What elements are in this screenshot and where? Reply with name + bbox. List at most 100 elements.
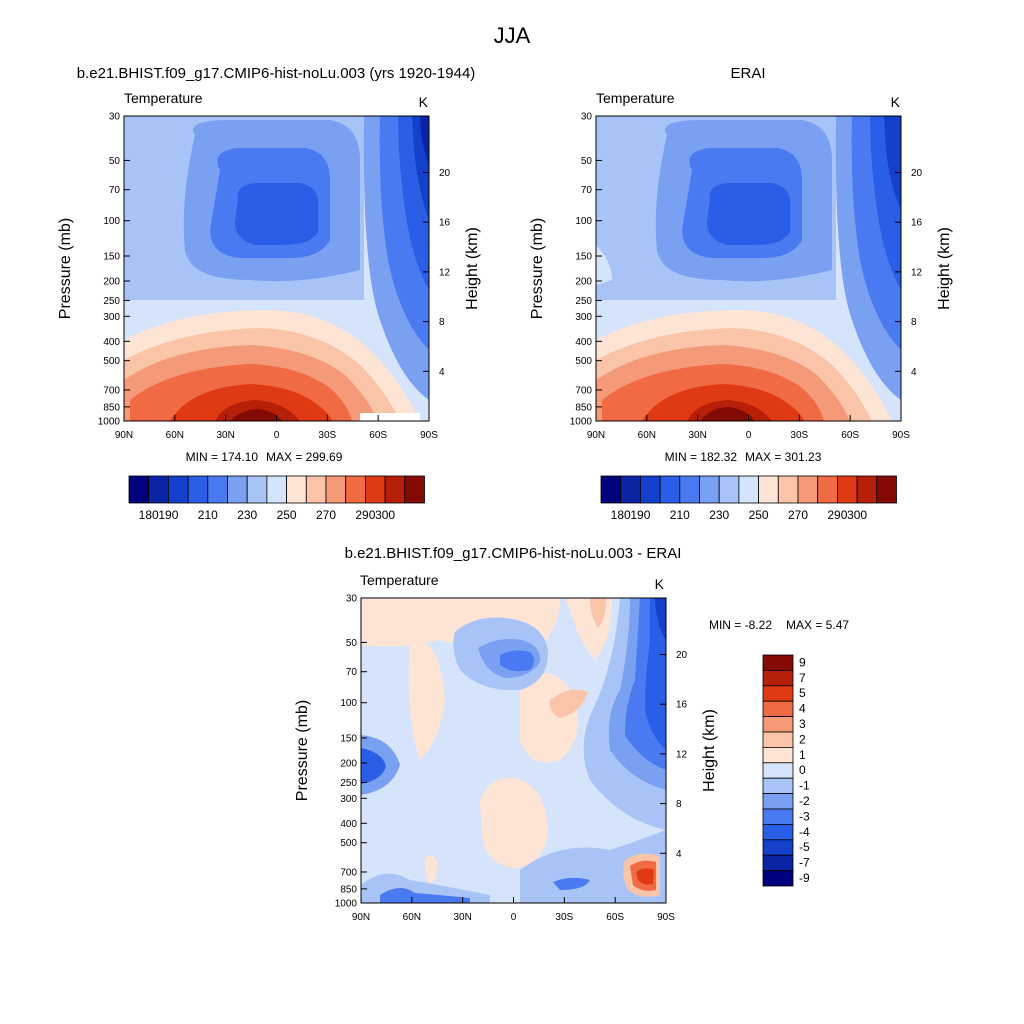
y-tick-label: 850: [103, 402, 120, 413]
y-tick-label: 400: [575, 337, 592, 348]
colorbar-label: 250: [277, 508, 297, 522]
x-tick-label: 90N: [587, 430, 605, 441]
x-tick-label: 0: [511, 912, 517, 923]
colorbar-label: -9: [799, 871, 810, 885]
colorbar-box: [762, 870, 794, 887]
y-tick-label: 250: [103, 296, 120, 307]
right-tick-label: 4: [439, 367, 445, 378]
right-tick-label: 12: [676, 749, 688, 760]
x-tick-label: 90N: [352, 912, 370, 923]
units-label: K: [655, 576, 665, 592]
missing-data-area: [360, 413, 420, 421]
colorbar-box: [679, 475, 700, 504]
y-tick-label: 400: [340, 819, 357, 830]
colorbar-box: [837, 475, 858, 504]
y-tick-label: 50: [346, 638, 358, 649]
max-label: MAX = 299.69: [266, 450, 343, 464]
contour-band: [655, 598, 666, 640]
contour-band: [500, 650, 534, 672]
y-tick-label: 250: [575, 296, 592, 307]
x-tick-label: 30N: [216, 430, 234, 441]
colorbar-label: 290: [355, 508, 375, 522]
y-tick-label: 30: [581, 112, 593, 123]
colorbar-label: 5: [799, 686, 806, 700]
x-tick-label: 60S: [841, 430, 859, 441]
colorbar-box: [762, 670, 794, 687]
colorbar-label: 230: [237, 508, 257, 522]
y-tick-label: 100: [340, 698, 357, 709]
colorbar-box: [738, 475, 760, 504]
contour-band: [380, 887, 470, 903]
x-tick-label: 0: [746, 430, 752, 441]
x-tick-label: 30N: [453, 912, 471, 923]
y-tick-label: 250: [340, 778, 357, 789]
right-axis-label: Height (km): [464, 227, 481, 310]
variable-label: Temperature: [596, 90, 675, 106]
x-tick-label: 90S: [420, 430, 438, 441]
x-tick-label: 30S: [318, 430, 336, 441]
colorbar-label: 290: [827, 508, 847, 522]
y-tick-label: 1000: [335, 899, 358, 910]
colorbar-box: [384, 475, 406, 504]
x-tick-label: 90S: [657, 912, 675, 923]
colorbar-box: [762, 731, 794, 748]
colorbar-box: [207, 475, 228, 504]
colorbar-box: [167, 475, 189, 504]
colorbar-box: [227, 475, 248, 504]
axes: 30 50 70 100 150 200 250 300 400 500 700 850 1000 20 1…: [294, 594, 718, 924]
colorbar-label: 3: [799, 717, 806, 731]
contour-field: [596, 116, 901, 421]
y-tick-label: 200: [575, 277, 592, 288]
y-tick-label: 70: [109, 185, 121, 196]
contour-band: [700, 407, 755, 421]
right-tick-label: 8: [676, 799, 682, 810]
colorbar-label: -2: [799, 794, 810, 808]
contour-band: [235, 183, 319, 245]
panel-difference: b.e21.BHIST.f09_g17.CMIP6-hist-noLu.003 …: [294, 545, 849, 923]
contour-band: [424, 855, 438, 885]
right-tick-label: 20: [676, 650, 688, 661]
y-tick-label: 70: [346, 667, 358, 678]
colorbar-box: [856, 475, 878, 504]
x-tick-label: 90S: [892, 430, 910, 441]
y-tick-label: 150: [103, 251, 120, 262]
right-tick-label: 12: [911, 267, 923, 278]
y-tick-label: 200: [103, 277, 120, 288]
colorbar-box: [128, 475, 150, 504]
y-tick-label: 150: [575, 251, 592, 262]
y-tick-label: 500: [340, 838, 357, 849]
colorbar-label: 210: [198, 508, 218, 522]
y-tick-label: 300: [340, 794, 357, 805]
y-tick-label: 100: [575, 216, 592, 227]
colorbar-label: 9: [799, 655, 806, 669]
colorbar-box: [762, 824, 794, 841]
right-axis-label: Height (km): [936, 227, 953, 310]
colorbar-box: [762, 685, 794, 702]
variable-label: Temperature: [360, 572, 439, 588]
colorbar-label: 230: [709, 508, 729, 522]
units-label: K: [419, 94, 429, 110]
y-tick-label: 700: [340, 867, 357, 878]
colorbar-label: 7: [799, 671, 806, 685]
colorbar-label: -1: [799, 779, 810, 793]
y-tick-label: 850: [340, 884, 357, 895]
colorbar-box: [797, 475, 819, 504]
right-tick-label: 4: [911, 367, 917, 378]
panel-title: b.e21.BHIST.f09_g17.CMIP6-hist-noLu.003 …: [345, 545, 682, 562]
colorbar-box: [762, 654, 794, 671]
colorbar-box: [762, 839, 794, 856]
colorbar-box: [762, 777, 794, 795]
y-tick-label: 30: [346, 594, 358, 605]
units-label: K: [891, 94, 901, 110]
contour-band: [596, 245, 612, 285]
contour-band: [636, 868, 654, 885]
colorbar-label: 270: [788, 508, 808, 522]
x-tick-label: 60N: [403, 912, 421, 923]
colorbar-label: 0: [799, 763, 806, 777]
contour-band: [884, 116, 901, 210]
max-label: MAX = 301.23: [745, 450, 822, 464]
contour-field: [361, 598, 666, 903]
y-tick-label: 400: [103, 337, 120, 348]
panel-model: b.e21.BHIST.f09_g17.CMIP6-hist-noLu.003 …: [57, 65, 481, 522]
min-label: MIN = -8.22: [709, 618, 772, 632]
